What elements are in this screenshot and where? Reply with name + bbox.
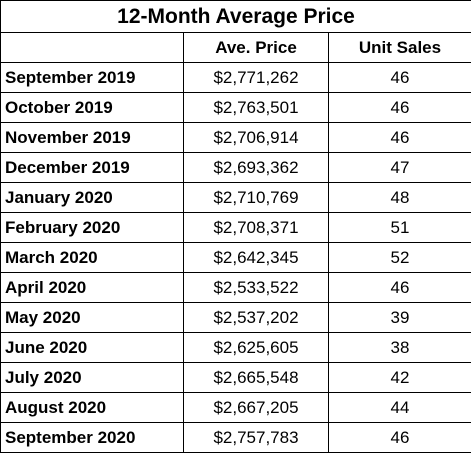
sales-cell: 52	[329, 243, 471, 273]
header-row: Ave. Price Unit Sales	[1, 33, 471, 63]
price-cell: $2,771,262	[184, 63, 329, 93]
price-cell: $2,537,202	[184, 303, 329, 333]
sales-cell: 46	[329, 273, 471, 303]
month-cell: December 2019	[1, 153, 184, 183]
month-cell: January 2020	[1, 183, 184, 213]
sales-cell: 38	[329, 333, 471, 363]
price-cell: $2,763,501	[184, 93, 329, 123]
sales-cell: 46	[329, 63, 471, 93]
price-cell: $2,708,371	[184, 213, 329, 243]
price-cell: $2,693,362	[184, 153, 329, 183]
month-cell: September 2020	[1, 423, 184, 453]
sales-column-header: Unit Sales	[329, 33, 471, 63]
sales-cell: 39	[329, 303, 471, 333]
price-cell: $2,710,769	[184, 183, 329, 213]
month-cell: June 2020	[1, 333, 184, 363]
sales-cell: 46	[329, 123, 471, 153]
price-cell: $2,642,345	[184, 243, 329, 273]
price-cell: $2,665,548	[184, 363, 329, 393]
price-cell: $2,667,205	[184, 393, 329, 423]
sales-cell: 44	[329, 393, 471, 423]
title-row: 12-Month Average Price	[1, 1, 471, 33]
month-cell: August 2020	[1, 393, 184, 423]
month-cell: March 2020	[1, 243, 184, 273]
month-cell: April 2020	[1, 273, 184, 303]
table-title: 12-Month Average Price	[1, 1, 471, 33]
price-cell: $2,625,605	[184, 333, 329, 363]
sales-cell: 46	[329, 423, 471, 453]
price-cell: $2,533,522	[184, 273, 329, 303]
sales-cell: 46	[329, 93, 471, 123]
sales-cell: 48	[329, 183, 471, 213]
month-cell: October 2019	[1, 93, 184, 123]
sales-cell: 42	[329, 363, 471, 393]
month-cell: November 2019	[1, 123, 184, 153]
sales-cell: 47	[329, 153, 471, 183]
price-cell: $2,706,914	[184, 123, 329, 153]
sales-cell: 51	[329, 213, 471, 243]
month-cell: September 2019	[1, 63, 184, 93]
month-cell: February 2020	[1, 213, 184, 243]
month-cell: July 2020	[1, 363, 184, 393]
price-cell: $2,757,783	[184, 423, 329, 453]
price-column-header: Ave. Price	[184, 33, 329, 63]
month-cell: May 2020	[1, 303, 184, 333]
month-column-header	[1, 33, 184, 63]
